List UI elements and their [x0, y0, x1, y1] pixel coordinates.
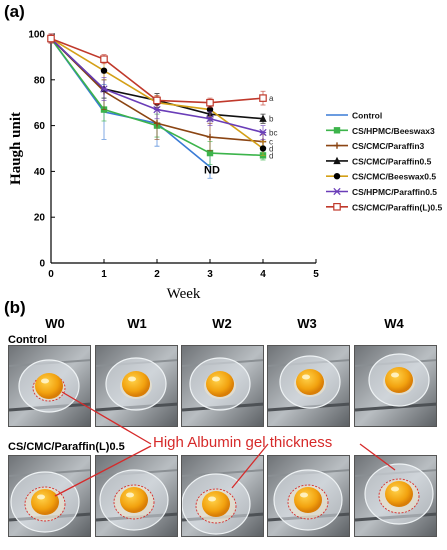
- legend-label: CS/HPMC/Beeswax3: [352, 126, 435, 136]
- legend-label: CS/CMC/Beeswax0.5: [352, 172, 436, 182]
- x-tick-label: 3: [207, 269, 213, 280]
- column-header-w2: W2: [212, 316, 232, 331]
- egg-photo: [8, 455, 91, 537]
- legend-label: CS/CMC/Paraffin(L)0.5: [352, 202, 442, 212]
- data-point: [259, 145, 267, 152]
- legend-marker: [333, 156, 341, 165]
- data-point: [47, 34, 55, 43]
- data-point: [206, 115, 214, 123]
- egg-photo: [181, 455, 264, 537]
- row-label-treated: CS/CMC/Paraffin(L)0.5: [8, 441, 125, 453]
- annotation-nd: ND: [204, 164, 220, 176]
- x-axis-label: Week: [167, 286, 201, 300]
- legend-marker: [333, 187, 341, 196]
- x-tick-label: 0: [48, 269, 54, 280]
- egg-photo: [267, 455, 350, 537]
- y-tick-label: 80: [34, 75, 46, 86]
- x-tick-label: 4: [260, 269, 266, 280]
- data-point: [259, 128, 267, 137]
- egg-photo: [8, 345, 91, 427]
- series-line-0: [50, 38, 211, 168]
- y-tick-label: 60: [34, 121, 46, 132]
- data-point: [100, 67, 108, 74]
- y-tick-label: 100: [28, 30, 45, 41]
- egg-photo: [267, 345, 350, 427]
- significance-letter: c: [269, 138, 273, 147]
- data-point: [153, 120, 161, 127]
- column-header-w3: W3: [297, 316, 317, 331]
- panel-a-label: (a): [4, 2, 25, 21]
- column-header-w0: W0: [45, 316, 65, 331]
- albumin-gel-callout: High Albumin gel thickness: [151, 434, 335, 451]
- data-point: [100, 85, 108, 93]
- data-point: [259, 114, 267, 122]
- y-tick-label: 40: [34, 167, 46, 178]
- row-label-control: Control: [8, 334, 48, 346]
- legend-label: CS/CMC/Paraffin0.5: [352, 156, 432, 166]
- significance-letter: d: [269, 145, 273, 154]
- legend-label: CS/HPMC/Paraffin0.5: [352, 187, 437, 197]
- panel-b-label: (b): [4, 298, 26, 317]
- egg-photo: [354, 455, 437, 537]
- legend-marker: [333, 203, 341, 211]
- y-tick-label: 0: [39, 259, 45, 270]
- egg-photo: [181, 345, 264, 427]
- x-tick-label: 5: [313, 269, 319, 280]
- significance-letter: a: [269, 94, 274, 103]
- data-point: [206, 106, 214, 113]
- legend-label: CS/CMC/Paraffin3: [352, 141, 425, 151]
- haugh-unit-chart: 0 1 2 3 4 5 0 20 40 60 80 100 Week Haugh unit dc b d bc a N…: [8, 30, 442, 301]
- data-point: [206, 98, 214, 107]
- significance-letter: d: [269, 151, 273, 160]
- data-point: [153, 96, 161, 105]
- column-header-w1: W1: [127, 316, 147, 331]
- y-axis-label: Haugh unit: [8, 112, 24, 185]
- data-point: [206, 149, 214, 157]
- x-tick-label: 1: [101, 269, 107, 280]
- egg-photo: [95, 455, 178, 537]
- significance-letter: bc: [269, 128, 277, 137]
- x-tick-label: 2: [154, 269, 160, 280]
- egg-photo: [95, 345, 178, 427]
- column-header-w4: W4: [384, 316, 404, 331]
- y-tick-label: 20: [34, 213, 46, 224]
- significance-letter: b: [269, 115, 274, 124]
- legend-marker: [333, 173, 341, 180]
- legend-label: Control: [352, 111, 382, 121]
- data-point: [206, 133, 214, 141]
- data-point: [259, 94, 267, 102]
- data-point: [153, 105, 161, 114]
- data-point: [100, 55, 108, 63]
- legend-marker: [333, 127, 341, 134]
- legend-marker: [333, 142, 341, 149]
- egg-photo: [354, 345, 437, 427]
